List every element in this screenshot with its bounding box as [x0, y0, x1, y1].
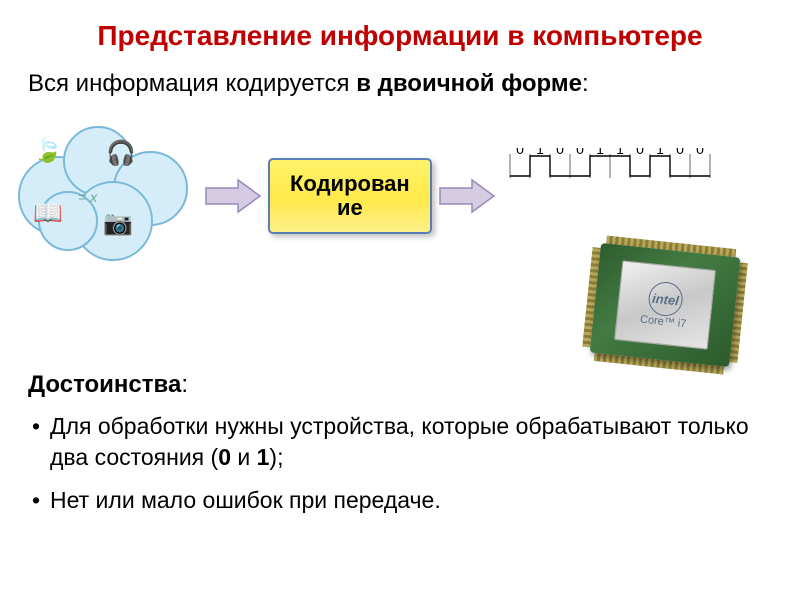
media-cloud: 🍃 🎧 📖 📷 = x: [18, 121, 198, 271]
arrow-left: [204, 178, 262, 214]
slide-title: Представление информации в компьютере: [28, 20, 772, 52]
svg-text:0: 0: [576, 148, 584, 157]
camera-icon: 📷: [103, 209, 133, 238]
waveform-svg: 0100110100: [506, 148, 716, 184]
leaf-icon: 🍃: [33, 136, 63, 165]
formula-icon: = x: [78, 189, 97, 205]
encoding-label-1: Кодирован: [290, 172, 410, 196]
list-item: Нет или мало ошибок при передаче.: [32, 485, 772, 516]
cpu-chip: intel Core™ i7: [563, 220, 768, 389]
arrow-right: [438, 178, 496, 214]
svg-text:0: 0: [556, 148, 564, 157]
subtitle-suffix: :: [582, 70, 589, 97]
cpu-brand: intel: [652, 290, 680, 308]
slide: Представление информации в компьютере Вс…: [0, 0, 800, 600]
advantages-list: Для обработки нужны устройства, которые …: [28, 411, 772, 516]
encoding-label-2: ие: [290, 196, 410, 220]
encoding-box: Кодирован ие: [268, 158, 432, 234]
list-item: Для обработки нужны устройства, которые …: [32, 411, 772, 473]
cpu-series: Core™ i7: [639, 314, 686, 331]
advantages-section: Достоинства: Для обработки нужны устройс…: [28, 371, 772, 516]
subtitle-bold: в двоичной форме: [356, 70, 582, 97]
cpu-lid: intel Core™ i7: [614, 260, 716, 349]
book-icon: 📖: [33, 199, 63, 228]
svg-text:0: 0: [676, 148, 684, 157]
subtitle: Вся информация кодируется в двоичной фор…: [28, 70, 772, 99]
headphones-icon: 🎧: [106, 139, 136, 168]
svg-text:0: 0: [516, 148, 524, 157]
svg-text:0: 0: [636, 148, 644, 157]
subtitle-prefix: Вся информация кодируется: [28, 70, 356, 97]
binary-waveform: 0100110100: [506, 148, 716, 184]
svg-text:0: 0: [696, 148, 704, 157]
